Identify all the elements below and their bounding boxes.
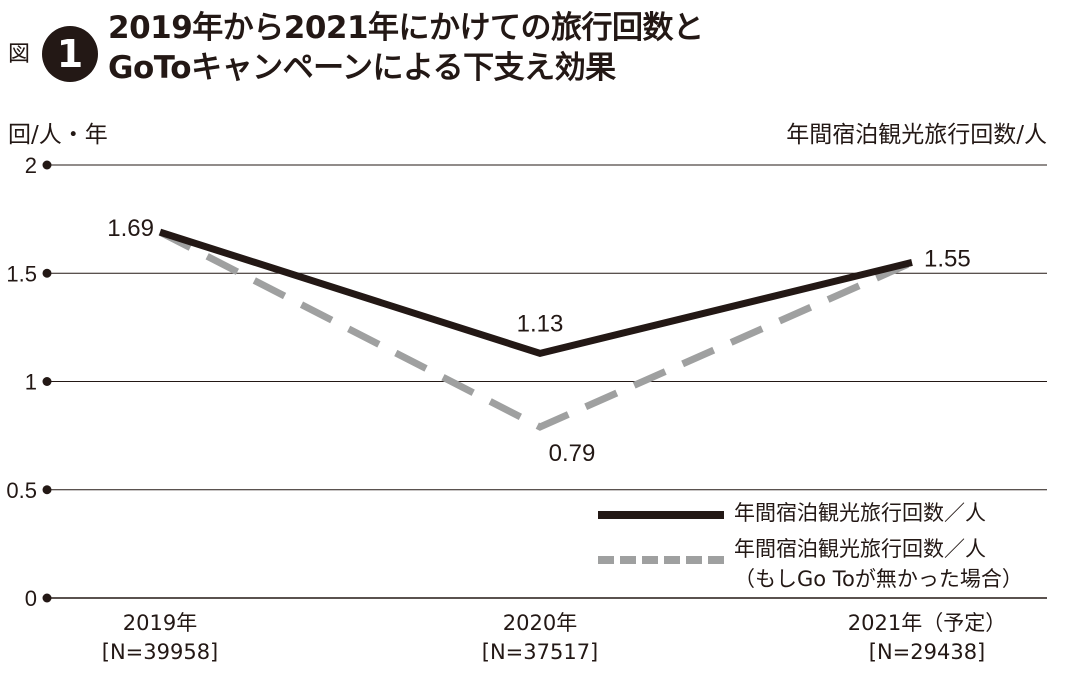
figure-number-badge: 1 [42, 26, 98, 82]
legend-swatch-dashed [598, 556, 724, 564]
x-category-sample-1: [N=37517] [482, 640, 599, 664]
y-tick-label-1: 0.5 [6, 478, 37, 503]
tick-dot-4 [42, 160, 52, 170]
chart-title-line-1: 2019年から2021年にかけての旅行回数と [108, 10, 704, 46]
tick-dot-3 [42, 268, 52, 278]
data-label-2021: 1.55 [924, 245, 971, 272]
chart-title: 2019年から2021年にかけての旅行回数と GoToキャンペーンによる下支え効… [108, 8, 704, 88]
series-unit-label: 年間宿泊観光旅行回数/人 [786, 122, 1047, 148]
legend-label-no-goto-line1: 年間宿泊観光旅行回数／人 [734, 537, 986, 561]
legend-item-actual: 年間宿泊観光旅行回数／人 [598, 500, 1058, 540]
y-tick-label-2: 1 [25, 370, 37, 395]
x-category-label-1: 2020年 [503, 611, 577, 635]
y-tick-label-3: 1.5 [6, 261, 37, 286]
x-category-label-2: 2021年（予定） [848, 611, 1006, 635]
tick-dot-1 [42, 485, 52, 495]
y-tick-label-4: 2 [25, 153, 37, 178]
legend-item-no-goto: 年間宿泊観光旅行回数／人 （もしGo Toが無かった場合） [598, 537, 1058, 591]
x-category-label-0: 2019年 [123, 611, 197, 635]
x-category-sample-0: [N=39958] [102, 640, 219, 664]
tick-dot-2 [42, 377, 52, 386]
data-label-2019: 1.69 [107, 215, 154, 242]
y-tick-label-0: 0 [25, 586, 37, 611]
chart-title-line-2: GoToキャンペーンによる下支え効果 [108, 50, 616, 86]
tick-dot-0 [42, 593, 52, 603]
legend: 年間宿泊観光旅行回数／人 年間宿泊観光旅行回数／人 （もしGo Toが無かった場… [598, 500, 1058, 591]
y-axis-unit-label: 回/人・年 [8, 122, 108, 148]
data-label-2020-no-goto: 0.79 [549, 440, 596, 467]
legend-swatch-solid [598, 511, 724, 519]
x-category-sample-2: [N=29438] [869, 640, 986, 664]
series-line-1 [158, 229, 914, 431]
series-line-0 [158, 228, 913, 357]
data-label-2020-actual: 1.13 [517, 310, 564, 337]
legend-label-no-goto-line2: （もしGo Toが無かった場合） [734, 567, 1023, 591]
legend-label-actual: 年間宿泊観光旅行回数／人 [734, 501, 986, 525]
figure-header: 図 1 2019年から2021年にかけての旅行回数と GoToキャンペーンによる… [8, 6, 808, 96]
figure-label: 図 [8, 42, 31, 67]
